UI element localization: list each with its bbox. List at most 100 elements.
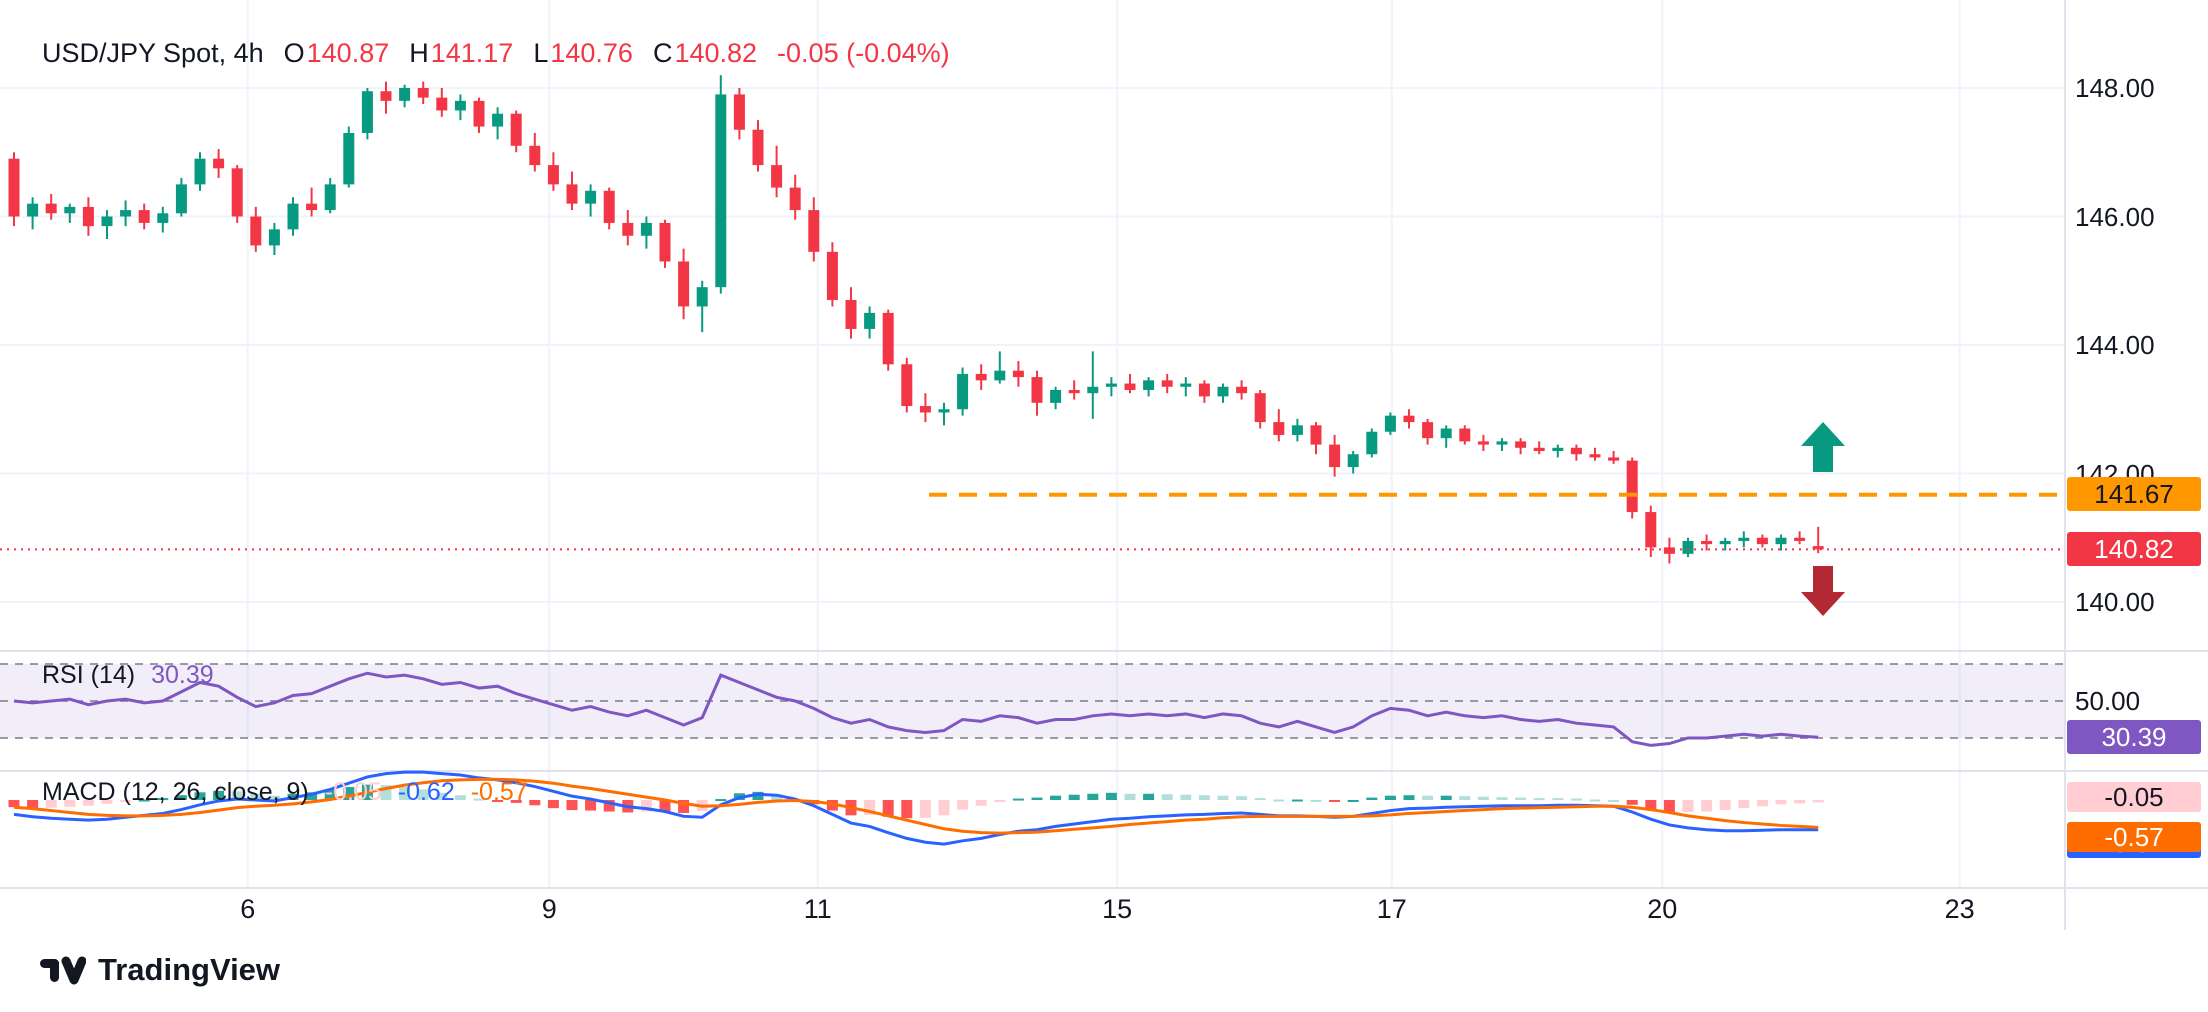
candle-body (1012, 370, 1024, 378)
open-label: O (283, 38, 305, 68)
candle-body (1124, 383, 1136, 390)
time-axis-label: 6 (240, 894, 256, 924)
rsi-title[interactable]: RSI (14) (42, 661, 136, 689)
macd-histogram-bar (380, 785, 392, 800)
candle-body (436, 97, 448, 111)
candle-body (324, 184, 336, 211)
macd-legend[interactable]: MACD (12, 26, close, 9) -0.05 -0.62 -0.5… (42, 778, 528, 807)
macd-histogram-bar (919, 800, 931, 818)
candle-body (1608, 457, 1620, 461)
candle-body (175, 184, 187, 214)
candle-body (919, 406, 931, 413)
macd-histogram-bar (640, 800, 652, 812)
candle-body (1291, 425, 1303, 435)
macd-histogram-bar (1626, 800, 1638, 805)
low-value: 140.76 (550, 38, 633, 68)
candle-body (566, 184, 578, 204)
price-axis-label: 146.00 (2075, 201, 2155, 232)
macd-histogram-bar (752, 791, 764, 800)
candle-body (547, 165, 559, 185)
macd-histogram-bar (1663, 800, 1675, 813)
tradingview-wordmark[interactable]: TradingView (98, 952, 281, 987)
macd-histogram-bar (1217, 795, 1229, 800)
candle-body (231, 168, 243, 217)
macd-histogram-bar (1645, 800, 1657, 810)
candle-body (194, 158, 206, 185)
rsi-current-value: 30.39 (151, 661, 214, 689)
time-axis-label: 23 (1944, 894, 1975, 924)
time-axis-label: 20 (1647, 894, 1678, 924)
down-arrow[interactable] (1801, 566, 1845, 616)
candle-body (1310, 425, 1322, 445)
macd-histogram-bar (1570, 798, 1582, 801)
candle-body (882, 312, 894, 365)
candle-body (659, 222, 671, 262)
macd-signal-line (13, 777, 1819, 835)
macd-histogram-bar (8, 800, 20, 808)
macd-histogram-bar (138, 799, 150, 802)
candle-body (8, 158, 20, 217)
macd-histogram-bar (1143, 793, 1155, 800)
candle-body (343, 132, 355, 185)
macd-histogram-bar (510, 800, 522, 803)
macd-histogram-bar (1477, 796, 1489, 800)
macd-histogram-bar (1496, 797, 1508, 800)
macd-histogram-bar (120, 800, 132, 802)
macd-histogram-bar (101, 800, 113, 804)
candle-body (808, 210, 820, 252)
price-change: -0.05 (-0.04%) (777, 38, 950, 68)
macd-histogram-bar (1198, 795, 1210, 800)
candle-body (789, 187, 801, 211)
macd-histogram-bar (715, 799, 727, 802)
candle-body (1719, 540, 1731, 545)
macd-histogram-bar (1310, 800, 1322, 802)
candle-body (492, 113, 504, 127)
macd-histogram-bar (1329, 800, 1341, 802)
macd-histogram-bar (603, 800, 615, 812)
candle-body (826, 251, 838, 301)
candle-body (1068, 389, 1080, 394)
candle-body (1105, 383, 1117, 387)
macd-histogram-bar (399, 787, 411, 800)
up-arrow[interactable] (1801, 422, 1845, 472)
candle-body (45, 203, 57, 214)
macd-histogram-bar (231, 791, 243, 800)
time-axis[interactable]: 6 9 11 15 17 20 23 (0, 894, 2065, 930)
macd-histogram-bar (1701, 800, 1713, 812)
macd-hist-badge: -0.05 (2067, 782, 2201, 812)
symbol-legend[interactable]: USD/JPY Spot, 4h O 140.87 H 141.17 L 140.76… (42, 38, 950, 69)
ohlc-low: L 140.76 (533, 38, 633, 69)
macd-histogram-bar (1682, 800, 1694, 812)
candle-body (1143, 380, 1155, 390)
macd-histogram-bar (1515, 797, 1527, 800)
macd-histogram-bar (1775, 800, 1787, 805)
macd-histogram-bar (1291, 799, 1303, 802)
rsi-legend[interactable]: RSI (14) 30.39 (42, 661, 214, 690)
price-axis-label: 144.00 (2075, 330, 2155, 360)
candle-body (268, 229, 280, 246)
candle-body (1812, 546, 1824, 550)
tradingview-branding[interactable]: TradingView (40, 952, 280, 988)
high-label: H (409, 38, 429, 68)
candle-body (101, 216, 113, 227)
macd-title[interactable]: MACD (12, 26, close, 9) (42, 778, 309, 806)
macd-histogram-bar (27, 800, 39, 809)
candle-body (120, 210, 132, 217)
candle-body (1236, 386, 1248, 394)
time-axis-label: 9 (541, 894, 557, 924)
candle-body (1626, 460, 1638, 513)
candle-body (622, 222, 634, 236)
candle-body (1403, 415, 1415, 423)
candle-body (994, 370, 1006, 381)
time-axis-label: 17 (1376, 894, 1407, 924)
macd-histogram-bar (1738, 800, 1750, 809)
candle-body (938, 409, 950, 413)
candle-body (1552, 447, 1564, 452)
candle-body (1477, 441, 1489, 445)
candle-body (287, 203, 299, 230)
symbol-title[interactable]: USD/JPY Spot, 4h (42, 38, 264, 68)
candle-body (1384, 415, 1396, 432)
candle-body (64, 206, 76, 214)
